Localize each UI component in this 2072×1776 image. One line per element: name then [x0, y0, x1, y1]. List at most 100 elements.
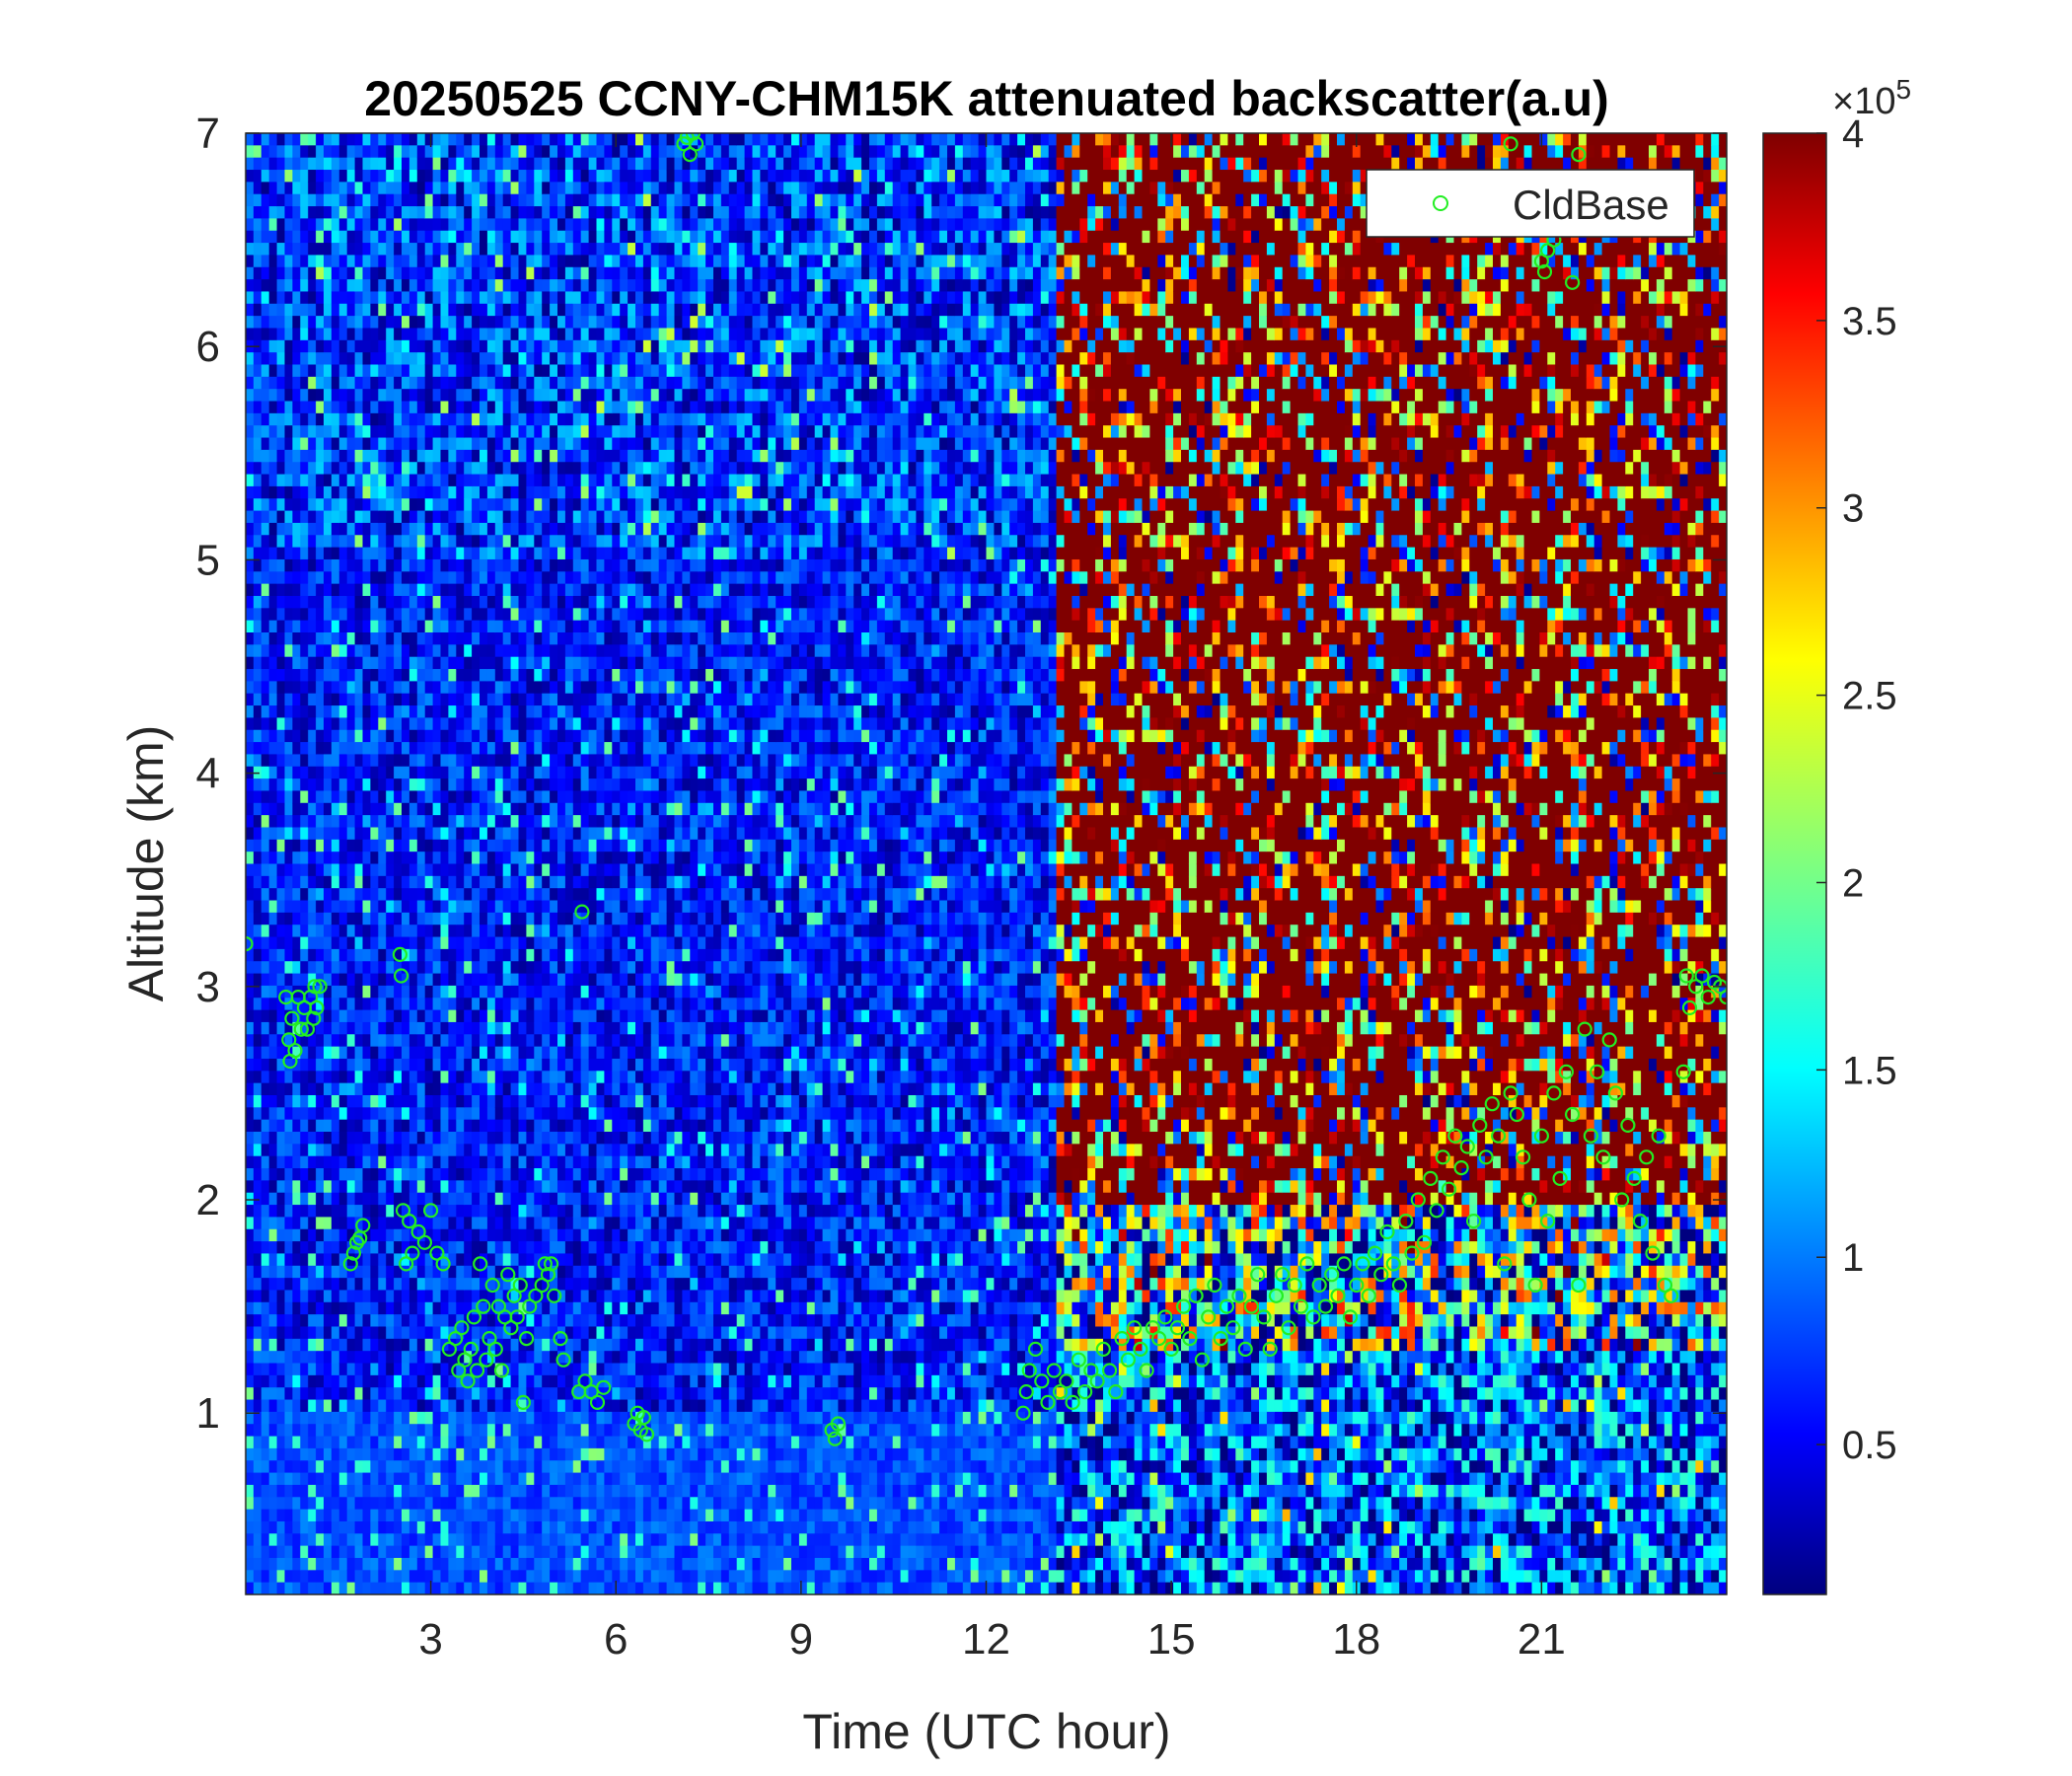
- heatmap-cell: [416, 669, 426, 682]
- heatmap-cell: [386, 266, 395, 280]
- heatmap-cell: [464, 364, 473, 378]
- heatmap-cell: [260, 656, 270, 670]
- heatmap-cell: [260, 437, 270, 451]
- heatmap-cell: [362, 1472, 371, 1486]
- heatmap-cell: [292, 656, 301, 670]
- heatmap-cell: [246, 1217, 255, 1230]
- heatmap-cell: [432, 827, 442, 841]
- heatmap-cell: [440, 644, 449, 658]
- heatmap-cell: [542, 303, 551, 317]
- heatmap-cell: [331, 558, 340, 572]
- heatmap-cell: [370, 681, 379, 695]
- heatmap-cell: [292, 255, 301, 268]
- heatmap-cell: [324, 193, 333, 207]
- heatmap-cell: [408, 1545, 418, 1559]
- heatmap-cell: [378, 1326, 387, 1340]
- heatmap-cell: [300, 1387, 309, 1401]
- heatmap-cell: [472, 705, 481, 718]
- heatmap-cell: [557, 291, 566, 305]
- heatmap-cell: [502, 157, 512, 171]
- heatmap-cell: [486, 1155, 496, 1169]
- heatmap-cell: [456, 583, 465, 597]
- heatmap-cell: [300, 1497, 309, 1511]
- heatmap-cell: [534, 1338, 543, 1352]
- heatmap-cell: [324, 1082, 333, 1096]
- heatmap-cell: [402, 279, 410, 293]
- heatmap-cell: [284, 389, 293, 403]
- heatmap-cell: [260, 608, 270, 622]
- heatmap-cell: [402, 401, 410, 414]
- heatmap-cell: [308, 1290, 317, 1303]
- heatmap-cell: [346, 1520, 356, 1534]
- heatmap-cell: [542, 193, 551, 207]
- heatmap-cell: [316, 485, 325, 499]
- heatmap-cell: [432, 1509, 442, 1522]
- heatmap-cell: [402, 888, 410, 902]
- heatmap-cell: [486, 412, 496, 426]
- heatmap-cell: [472, 693, 481, 706]
- heatmap-cell: [300, 255, 309, 268]
- heatmap-cell: [542, 1497, 551, 1511]
- heatmap-cell: [550, 778, 558, 792]
- heatmap-cell: [494, 1374, 504, 1388]
- heatmap-cell: [424, 462, 434, 476]
- heatmap-cell: [292, 1338, 301, 1352]
- heatmap-cell: [440, 1094, 449, 1108]
- heatmap-cell: [346, 255, 356, 268]
- heatmap-cell: [292, 1009, 301, 1023]
- heatmap-cell: [331, 474, 340, 487]
- heatmap-cell: [324, 1071, 333, 1084]
- heatmap-cell: [557, 1107, 566, 1121]
- heatmap-cell: [370, 620, 379, 633]
- heatmap-cell: [292, 839, 301, 852]
- heatmap-cell: [440, 998, 449, 1011]
- heatmap-cell: [284, 827, 293, 841]
- heatmap-cell: [416, 170, 426, 183]
- heatmap-cell: [386, 1387, 395, 1401]
- heatmap-cell: [246, 802, 255, 816]
- heatmap-cell: [346, 1217, 356, 1230]
- heatmap-cell: [316, 1253, 325, 1267]
- heatmap-cell: [456, 705, 465, 718]
- heatmap-cell: [408, 401, 418, 414]
- heatmap-cell: [526, 1447, 535, 1461]
- heatmap-cell: [432, 547, 442, 560]
- heatmap-cell: [557, 1094, 566, 1108]
- heatmap-cell: [534, 656, 543, 670]
- heatmap-cell: [424, 157, 434, 171]
- heatmap-cell: [378, 206, 387, 219]
- heatmap-cell: [456, 364, 465, 378]
- heatmap-cell: [464, 412, 473, 426]
- heatmap-cell: [354, 778, 364, 792]
- heatmap-cell: [292, 1582, 301, 1594]
- heatmap-cell: [284, 1009, 293, 1023]
- heatmap-cell: [440, 1228, 449, 1242]
- heatmap-cell: [542, 925, 551, 938]
- heatmap-cell: [370, 1520, 379, 1534]
- heatmap-cell: [542, 656, 551, 670]
- heatmap-cell: [300, 316, 309, 330]
- heatmap-cell: [308, 339, 317, 353]
- heatmap-cell: [402, 1484, 410, 1498]
- heatmap-cell: [253, 291, 262, 305]
- heatmap-cell: [557, 571, 566, 585]
- heatmap-cell: [370, 1094, 379, 1108]
- heatmap-cell: [362, 558, 371, 572]
- heatmap-cell: [276, 255, 286, 268]
- heatmap-cell: [486, 498, 496, 512]
- heatmap-cell: [440, 1168, 449, 1181]
- heatmap-cell: [346, 376, 356, 390]
- heatmap-cell: [510, 669, 520, 682]
- heatmap-cell: [542, 1557, 551, 1571]
- heatmap-cell: [370, 583, 379, 597]
- heatmap-cell: [526, 632, 535, 645]
- heatmap-cell: [518, 1265, 527, 1279]
- heatmap-cell: [416, 1119, 426, 1133]
- heatmap-cell: [518, 729, 527, 743]
- heatmap-cell: [260, 998, 270, 1011]
- heatmap-cell: [550, 1557, 558, 1571]
- heatmap-cell: [362, 437, 371, 451]
- heatmap-cell: [253, 998, 262, 1011]
- heatmap-cell: [300, 1472, 309, 1486]
- heatmap-cell: [480, 1132, 488, 1145]
